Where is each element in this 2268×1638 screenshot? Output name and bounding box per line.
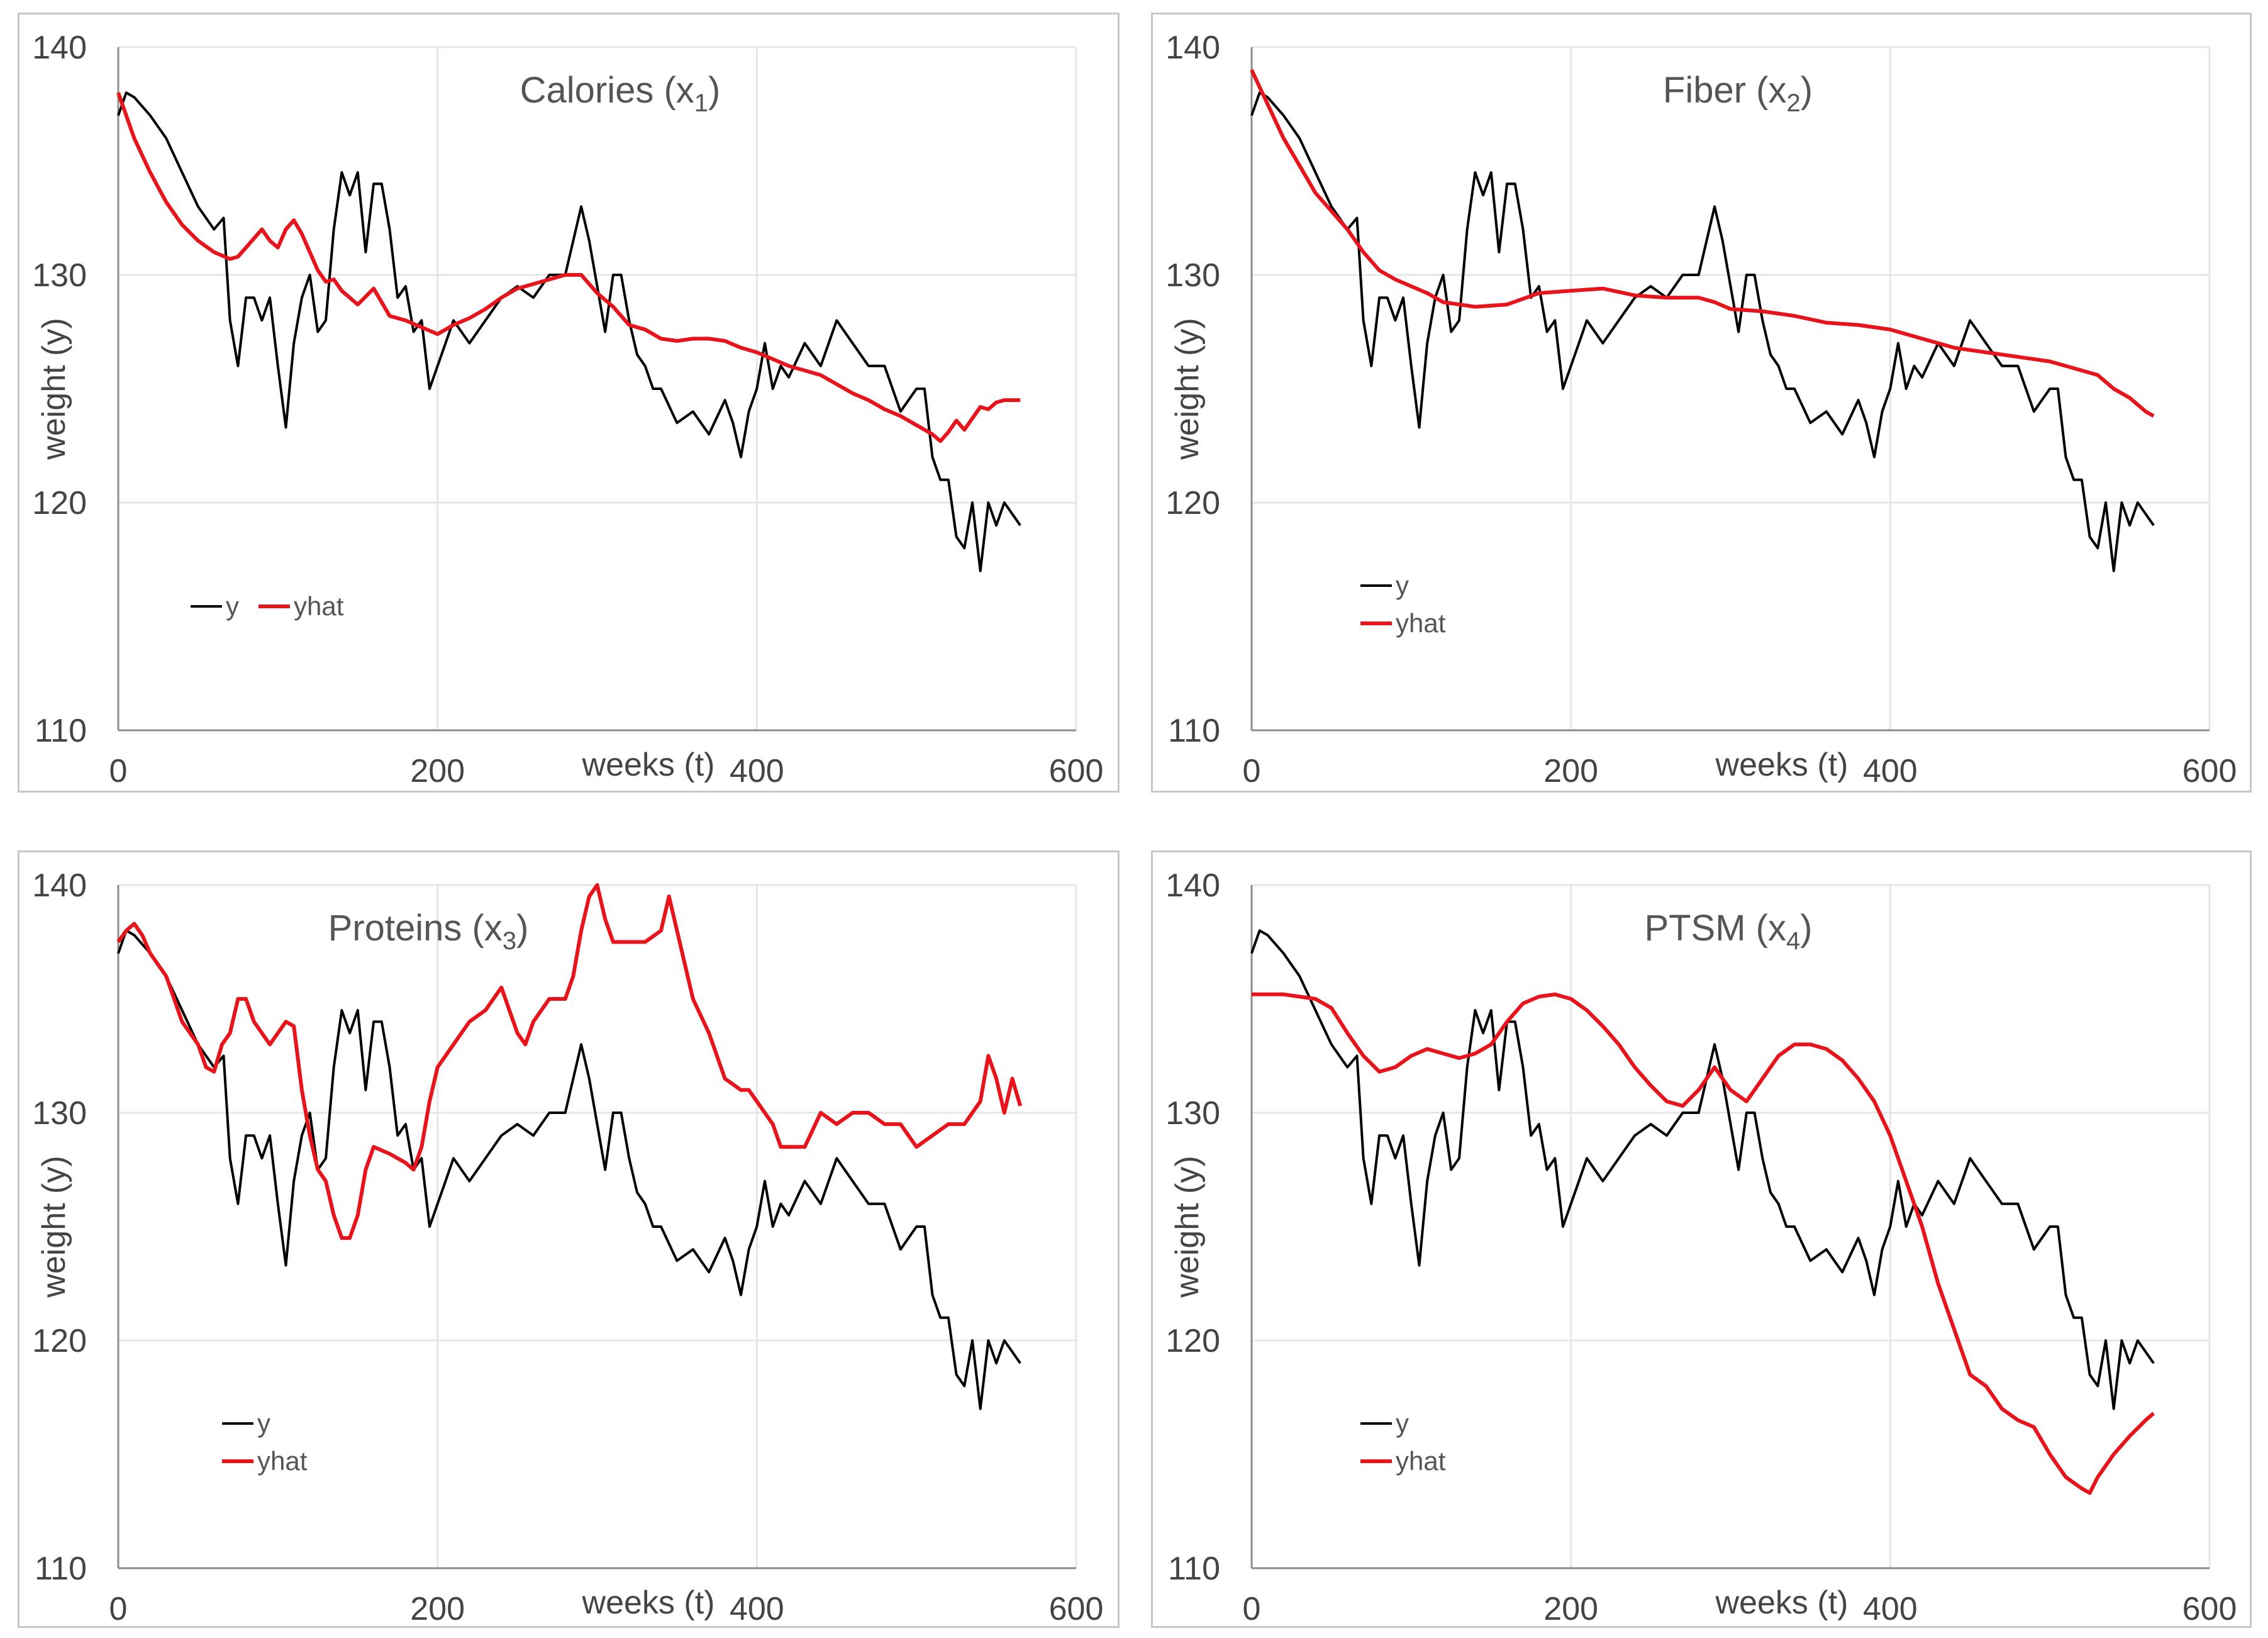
y-axis-label: weight (y) [1169, 318, 1206, 460]
y-tick-label: 130 [32, 257, 87, 294]
chart-svg: 110 120 130 140 0 200 400 600 weeks (t) weight (y… [32, 30, 1104, 789]
y-axis-label: weight (y) [36, 1156, 72, 1298]
chart-title-close: ) [1800, 908, 1812, 949]
legend: y yhat [1360, 1408, 1446, 1476]
x-tick-label: 600 [1049, 1591, 1104, 1626]
x-tick-label: 600 [2182, 1591, 2237, 1626]
legend-label-y: y [226, 591, 239, 621]
x-tick-label: 0 [109, 1591, 128, 1626]
y-axis-label: weight (y) [36, 318, 72, 460]
x-tick-label: 200 [1543, 753, 1598, 789]
x-tick-label: 200 [410, 753, 465, 789]
legend-label-y: y [1396, 571, 1409, 600]
y-axis-label: weight (y) [1169, 1156, 1206, 1298]
series-line-yhat [116, 92, 1021, 443]
chart-title-subscript: 1 [694, 89, 708, 117]
chart-title: Proteins (x3) [328, 908, 529, 955]
chart-title-main: Proteins (x [328, 908, 503, 949]
x-tick-label: 600 [2182, 753, 2237, 789]
legend-label-y: y [1396, 1408, 1409, 1438]
x-tick-label: 200 [1543, 1591, 1598, 1626]
y-tick-label: 110 [35, 713, 87, 749]
chart-title-main: PTSM (x [1644, 908, 1786, 949]
x-tick-label: 400 [1863, 753, 1918, 789]
x-axis-label: weeks (t) [1715, 1585, 1848, 1621]
x-axis-label: weeks (t) [582, 747, 715, 783]
x-tick-label: 400 [1863, 1591, 1918, 1626]
y-tick-label: 110 [1168, 713, 1220, 749]
chart-title-close: ) [516, 908, 528, 949]
chart-svg: 110 120 130 140 0 200 400 600 weeks (t) weight (y… [1165, 30, 2237, 789]
legend-label-yhat: yhat [1396, 1446, 1446, 1476]
y-tick-label: 130 [1165, 1095, 1220, 1132]
series-line-y [117, 91, 1021, 572]
chart-title-subscript: 3 [503, 927, 516, 955]
chart-title: Calories (x1) [520, 70, 721, 117]
series-line-y [117, 929, 1021, 1410]
y-tick-label: 140 [1165, 30, 1220, 66]
y-tick-label: 130 [32, 1095, 87, 1132]
chart-title: Fiber (x2) [1663, 70, 1813, 117]
x-tick-label: 0 [1243, 753, 1261, 789]
x-tick-label: 0 [1243, 1591, 1261, 1626]
x-tick-label: 400 [730, 753, 784, 789]
y-tick-label: 120 [1165, 1323, 1220, 1359]
chart-svg: 110 120 130 140 0 200 400 600 weeks (t) weight (y… [1165, 867, 2237, 1626]
chart-svg: 110 120 130 140 0 200 400 600 weeks (t) weight (y… [32, 867, 1104, 1626]
series-line-y [1250, 929, 2155, 1410]
y-tick-label: 140 [32, 867, 87, 904]
legend-label-y: y [257, 1408, 270, 1438]
legend-label-yhat: yhat [294, 591, 344, 621]
series-line-yhat [116, 883, 1023, 1240]
series-line-yhat [1252, 992, 2155, 1495]
x-tick-label: 600 [1049, 753, 1104, 789]
legend-label-yhat: yhat [257, 1446, 308, 1476]
y-tick-label: 120 [32, 485, 87, 521]
y-tick-label: 130 [1165, 257, 1220, 294]
chart-title: PTSM (x4) [1644, 908, 1812, 955]
y-tick-label: 120 [1165, 485, 1220, 521]
series-line-y [1250, 91, 2155, 572]
chart-panel-calories: 110 120 130 140 0 200 400 600 weeks (t) weight (y… [18, 13, 1120, 793]
legend: y yhat [222, 1408, 308, 1476]
y-tick-label: 140 [32, 30, 87, 66]
series-line-yhat [1250, 69, 2155, 418]
chart-title-close: ) [708, 70, 720, 111]
chart-title-subscript: 2 [1787, 89, 1801, 117]
chart-title-main: Fiber (x [1663, 70, 1787, 111]
chart-title-main: Calories (x [520, 70, 694, 111]
chart-panel-fiber: 110 120 130 140 0 200 400 600 weeks (t) weight (y… [1151, 13, 2252, 793]
x-tick-label: 400 [730, 1591, 784, 1626]
chart-title-close: ) [1801, 70, 1813, 111]
y-tick-label: 140 [1165, 867, 1220, 904]
x-tick-label: 200 [410, 1591, 465, 1626]
y-tick-label: 110 [35, 1551, 87, 1587]
y-tick-label: 110 [1168, 1551, 1220, 1587]
legend: y yhat [1360, 571, 1446, 638]
x-tick-label: 0 [109, 753, 128, 789]
chart-panel-proteins: 110 120 130 140 0 200 400 600 weeks (t) weight (y… [18, 850, 1120, 1628]
legend-label-yhat: yhat [1396, 608, 1446, 638]
x-axis-label: weeks (t) [582, 1585, 715, 1621]
x-axis-label: weeks (t) [1715, 747, 1848, 783]
chart-title-subscript: 4 [1786, 927, 1800, 955]
legend: y yhat [191, 591, 344, 621]
chart-panel-ptsm: 110 120 130 140 0 200 400 600 weeks (t) weight (y… [1151, 850, 2252, 1628]
y-tick-label: 120 [32, 1323, 87, 1359]
